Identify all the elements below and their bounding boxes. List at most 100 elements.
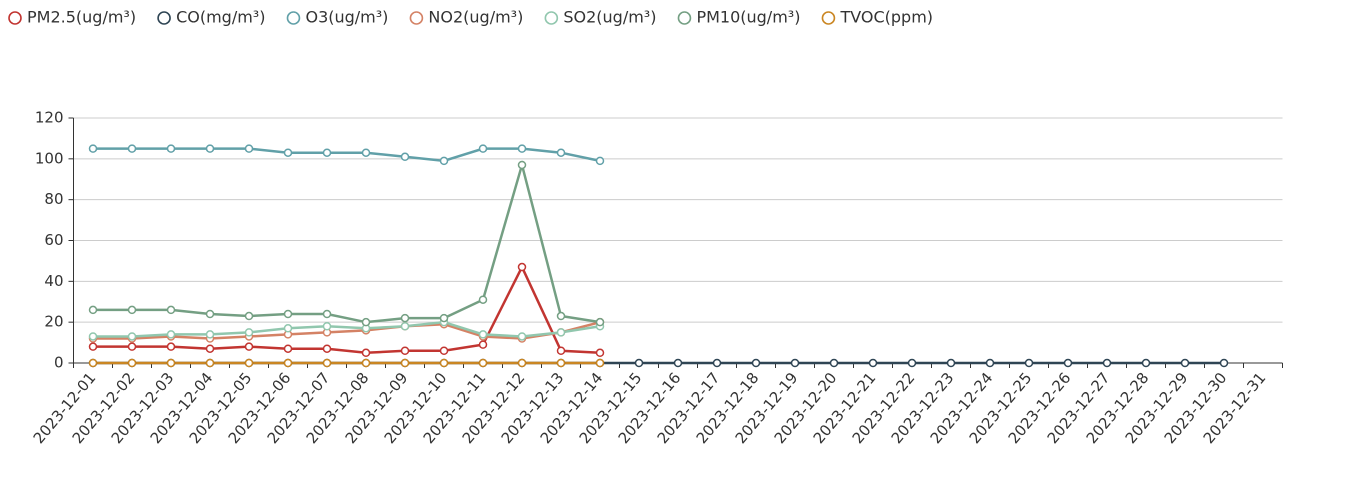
legend-icon	[8, 11, 22, 25]
data-point	[322, 309, 332, 319]
data-point	[205, 330, 215, 339]
data-point	[127, 144, 137, 153]
data-point	[907, 358, 917, 368]
data-point	[205, 144, 215, 153]
data-point	[127, 305, 137, 315]
data-point	[205, 309, 215, 319]
data-point	[478, 144, 488, 153]
data-point	[673, 358, 683, 368]
series-line	[93, 264, 601, 355]
data-point	[829, 358, 839, 368]
data-point	[790, 358, 800, 368]
data-point	[400, 346, 410, 355]
data-point	[1024, 358, 1034, 368]
legend-item[interactable]: TVOC(ppm)	[821, 8, 933, 27]
legend-icon	[821, 11, 836, 25]
data-point	[322, 358, 332, 368]
data-point	[1180, 358, 1190, 368]
legend-label: NO2(ug/m³)	[428, 8, 523, 27]
legend-label: PM10(ug/m³)	[696, 8, 800, 27]
data-point	[1219, 358, 1229, 368]
legend-item[interactable]: CO(mg/m³)	[157, 8, 265, 27]
series-line	[93, 320, 601, 340]
legend-label: PM2.5(ug/m³)	[27, 8, 136, 27]
data-point	[361, 358, 371, 368]
data-point	[400, 313, 410, 323]
data-point	[478, 295, 488, 304]
y-tick-label: 60	[44, 231, 63, 249]
data-point	[517, 160, 527, 170]
data-point	[283, 344, 293, 353]
legend-icon	[677, 11, 692, 25]
y-tick-label: 40	[44, 272, 63, 290]
legend-label: SO2(ug/m³)	[563, 8, 656, 27]
data-point	[322, 344, 332, 353]
data-point	[322, 322, 332, 331]
data-point	[244, 328, 254, 337]
data-point	[322, 148, 332, 157]
y-tick-label: 20	[44, 313, 63, 331]
legend-label: TVOC(ppm)	[839, 8, 933, 27]
legend-item[interactable]: SO2(ug/m³)	[544, 8, 656, 27]
data-point	[595, 317, 605, 327]
y-tick-label: 120	[35, 109, 64, 127]
data-point	[1141, 358, 1151, 368]
data-point	[517, 358, 527, 368]
data-point	[166, 144, 176, 153]
y-tick-label: 100	[35, 149, 64, 167]
data-point	[439, 346, 449, 355]
data-point	[283, 148, 293, 157]
data-point	[244, 311, 254, 321]
data-point	[166, 358, 176, 368]
data-point	[244, 358, 254, 368]
data-point	[556, 346, 566, 355]
data-point	[1102, 358, 1112, 368]
series-line	[93, 147, 601, 163]
data-point	[205, 344, 215, 353]
data-point	[595, 156, 605, 166]
y-tick-label: 0	[54, 354, 64, 372]
data-point	[595, 348, 605, 358]
data-point	[439, 358, 449, 368]
legend-icon	[286, 11, 301, 25]
data-point	[400, 152, 410, 162]
data-point	[244, 144, 254, 153]
data-point	[88, 332, 98, 341]
data-point	[439, 156, 449, 166]
data-point	[361, 317, 371, 327]
legend-item[interactable]: O3(ug/m³)	[286, 8, 388, 27]
legend-item[interactable]: NO2(ug/m³)	[409, 8, 523, 27]
data-point	[1063, 358, 1073, 368]
data-point	[88, 144, 98, 153]
data-point	[361, 348, 371, 358]
data-point	[478, 330, 488, 339]
legend-label: O3(ug/m³)	[305, 8, 388, 27]
data-point	[400, 358, 410, 368]
data-point	[985, 358, 995, 368]
legend-icon	[409, 11, 424, 25]
data-point	[751, 358, 761, 368]
series-line	[93, 320, 601, 338]
data-point	[166, 330, 176, 339]
legend-item[interactable]: PM10(ug/m³)	[677, 8, 800, 27]
data-point	[868, 358, 878, 368]
data-point	[946, 358, 956, 368]
legend-item[interactable]: PM2.5(ug/m³)	[8, 8, 136, 27]
data-point	[361, 148, 371, 157]
data-point	[205, 358, 215, 368]
legend-label: CO(mg/m³)	[176, 8, 265, 27]
data-point	[439, 313, 449, 323]
series-line	[93, 160, 601, 324]
legend-icon	[157, 11, 171, 25]
data-point	[127, 342, 137, 351]
data-point	[244, 342, 254, 351]
data-point	[634, 358, 644, 368]
data-point	[127, 332, 137, 341]
data-point	[556, 148, 566, 157]
data-point	[595, 358, 605, 368]
data-point	[712, 358, 722, 368]
data-point	[283, 324, 293, 333]
data-point	[400, 322, 410, 331]
